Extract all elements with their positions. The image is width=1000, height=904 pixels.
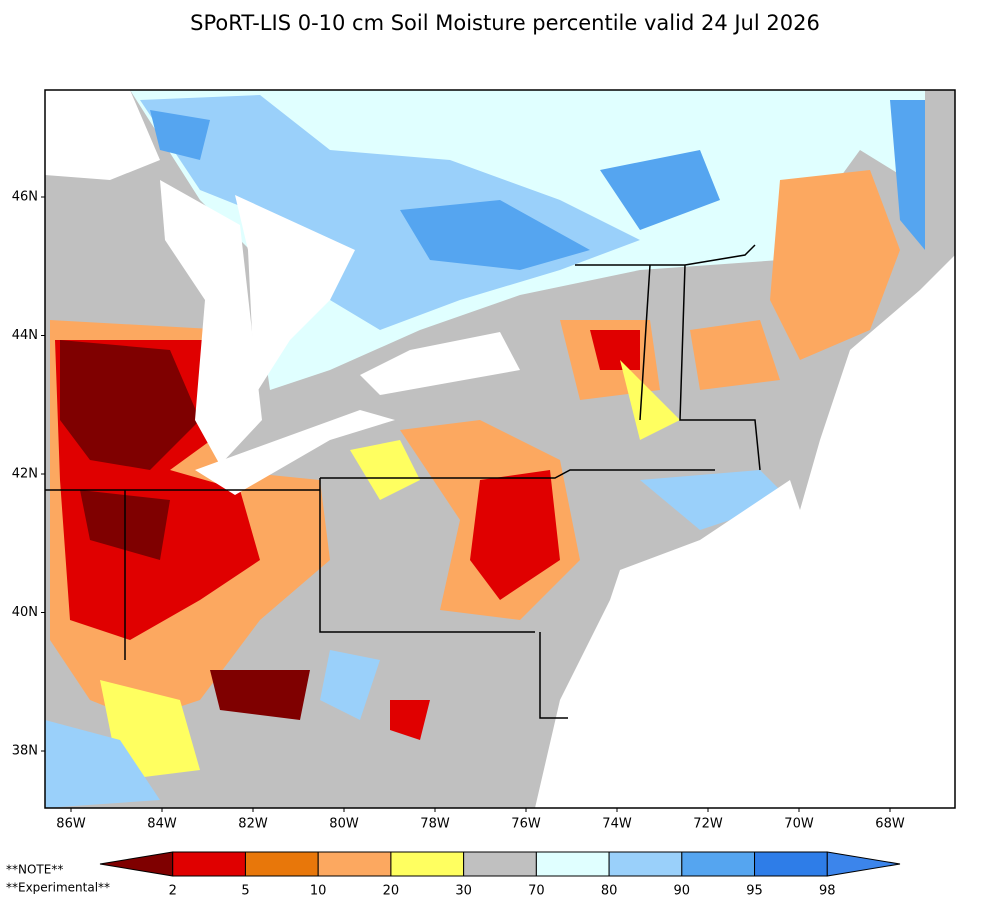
lat-label: 40N: [12, 605, 38, 620]
colorbar-label: 20: [383, 884, 400, 899]
lon-labels: 86W 84W 82W 80W 78W 76W 74W 72W 70W 68W: [56, 808, 905, 832]
title: SPoRT-LIS 0-10 cm Soil Moisture percenti…: [190, 11, 820, 35]
lon-label: 80W: [329, 817, 359, 832]
colorbar-label: 70: [528, 884, 545, 899]
lon-label: 74W: [602, 817, 632, 832]
colorbar-label: 10: [310, 884, 327, 899]
colorbar-label: 98: [819, 884, 836, 899]
lat-labels: 46N 44N 42N 40N 38N: [12, 190, 45, 759]
lon-label: 72W: [693, 817, 723, 832]
colorbar-swatch: [172, 851, 246, 877]
colorbar-swatch: [608, 851, 683, 877]
colorbar-label: 95: [746, 884, 763, 899]
colorbar-swatch: [681, 851, 756, 877]
colorbar-label: 5: [241, 884, 249, 899]
colorbar-label: 2: [169, 884, 177, 899]
colorbar-swatch: [317, 851, 392, 877]
map: [45, 90, 955, 808]
colorbar-swatch: [244, 851, 319, 877]
lon-label: 84W: [147, 817, 177, 832]
lat-label: 44N: [12, 328, 38, 343]
lon-label: 82W: [238, 817, 268, 832]
lat-label: 38N: [12, 744, 38, 759]
colorbar-label: 90: [674, 884, 691, 899]
colorbar-swatch: [826, 851, 901, 877]
lon-label: 76W: [511, 817, 541, 832]
note: **Experimental**: [6, 881, 110, 895]
map-frame: [44, 89, 956, 809]
note: **NOTE**: [6, 863, 63, 877]
colorbar-swatch: [535, 851, 610, 877]
lon-label: 70W: [784, 817, 814, 832]
lon-label: 86W: [56, 817, 86, 832]
lat-label: 42N: [12, 467, 38, 482]
colorbar-swatch: [390, 851, 465, 877]
lon-label: 78W: [420, 817, 450, 832]
lon-label: 68W: [875, 817, 905, 832]
colorbar-swatch: [463, 851, 537, 877]
colorbar-label: 30: [455, 884, 472, 899]
lat-label: 46N: [12, 190, 38, 205]
colorbar-swatch: [754, 851, 828, 877]
colorbar-label: 80: [601, 884, 618, 899]
colorbar: 2 5 10 20 30 70 80 90 95 98: [99, 851, 901, 899]
colorbar-swatch: [99, 851, 174, 877]
